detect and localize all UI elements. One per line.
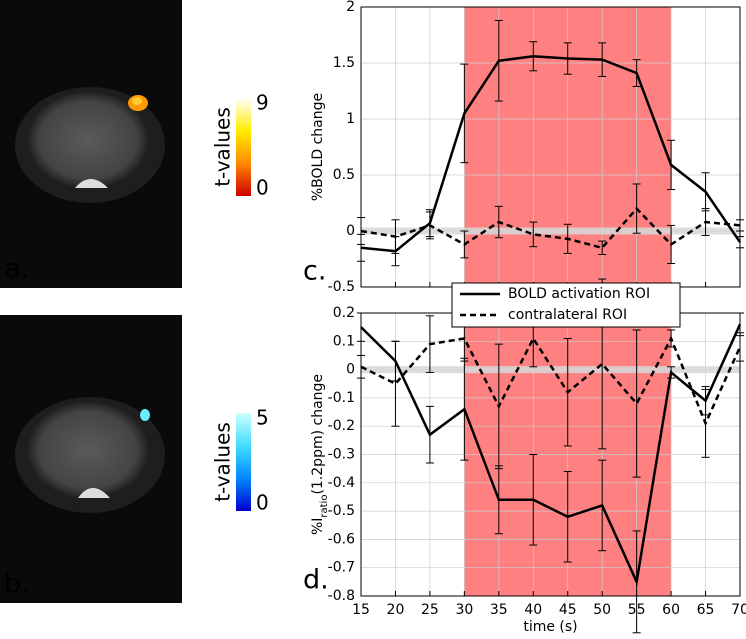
error-bar: [529, 454, 538, 546]
y-axis-label-part: %I: [310, 518, 326, 535]
error-bar: [391, 219, 400, 254]
error-bar: [598, 459, 607, 552]
error-bar: [494, 19, 503, 102]
x-tick-label: 45: [559, 602, 577, 618]
y-tick-label: -0.5: [328, 279, 355, 295]
y-tick-label: -0.7: [328, 560, 355, 576]
y-axis-label: %Iratio(1.2ppm) change: [310, 374, 330, 535]
colorbar: [236, 98, 251, 196]
y-tick-label: 0.2: [333, 305, 355, 321]
error-bar: [494, 205, 503, 239]
error-bar: [632, 59, 641, 88]
error-bar: [460, 230, 469, 259]
panel-label: a.: [4, 254, 29, 285]
colorbar-tick-label: 5: [256, 406, 269, 430]
colorbar-tick-label: 9: [256, 91, 269, 115]
panel-label: c.: [303, 256, 326, 287]
y-axis-label-part: ratio: [319, 495, 330, 518]
error-bar: [357, 217, 365, 245]
x-tick-label: 65: [697, 602, 715, 618]
x-tick-label: 50: [593, 602, 611, 618]
brain-image: [0, 0, 182, 288]
y-axis-label-part: (1.2ppm) change: [310, 374, 326, 495]
error-bar: [357, 354, 365, 379]
colorbar: [236, 413, 251, 511]
error-bar: [494, 343, 503, 470]
y-axis-label-part: %BOLD change: [310, 93, 326, 201]
error-bar: [425, 405, 434, 464]
y-tick-label: -0.5: [328, 503, 355, 519]
y-tick-label: -0.8: [328, 588, 355, 604]
error-bar: [667, 366, 676, 379]
error-bar: [563, 42, 572, 75]
legend-label: BOLD activation ROI: [508, 286, 650, 302]
y-tick-label: 1.5: [333, 55, 355, 71]
y-tick-label: 0.1: [333, 333, 355, 349]
error-bar: [736, 236, 744, 249]
colorbar-label: t-values: [211, 107, 235, 187]
legend-label: contralateral ROI: [508, 307, 627, 323]
error-bar: [598, 42, 607, 77]
error-bar: [460, 63, 469, 164]
error-bar: [529, 41, 538, 72]
series-line: [360, 335, 742, 427]
x-tick-label: 70: [731, 602, 746, 618]
x-tick-label: 30: [455, 602, 473, 618]
x-tick-label: 40: [524, 602, 542, 618]
x-tick-label: 25: [421, 602, 439, 618]
series-line: [360, 323, 742, 587]
error-bar: [529, 221, 538, 248]
y-axis-label: %BOLD change: [310, 93, 326, 201]
y-tick-label: -0.2: [328, 418, 355, 434]
error-bar: [598, 240, 607, 256]
y-tick-label: -0.4: [328, 475, 355, 491]
error-bar: [563, 337, 572, 447]
x-axis-label: time (s): [523, 619, 577, 635]
colorbar-tick-label: 0: [256, 176, 269, 200]
colorbar-label: t-values: [211, 422, 235, 502]
error-bar: [701, 388, 710, 458]
error-bar: [736, 332, 744, 362]
legend-box: [451, 282, 681, 328]
error-bar: [667, 224, 676, 264]
error-bar: [563, 470, 572, 563]
panel-label: d.: [303, 565, 329, 596]
error-bar: [632, 530, 641, 634]
error-bar: [736, 219, 744, 232]
error-bar: [667, 329, 676, 348]
error-bar: [391, 340, 400, 427]
y-tick-label: -0.1: [328, 390, 355, 406]
brain-image: [0, 315, 182, 603]
y-tick-label: -0.3: [328, 447, 355, 463]
error-bar: [701, 208, 710, 236]
error-bar: [425, 315, 434, 373]
panel-label: b.: [4, 569, 30, 600]
error-bar: [667, 139, 676, 191]
y-tick-label: 2: [346, 0, 355, 15]
x-tick-label: 35: [490, 602, 508, 618]
error-bar: [632, 183, 641, 234]
y-tick-label: -0.6: [328, 531, 355, 547]
x-tick-label: 15: [352, 602, 370, 618]
y-tick-label: 0.5: [333, 167, 355, 183]
colorbar-tick-label: 0: [256, 491, 269, 515]
y-tick-label: 1: [346, 111, 355, 127]
error-bar: [563, 223, 572, 254]
error-bar: [357, 312, 365, 342]
y-tick-label: 0: [346, 362, 355, 378]
error-bar: [632, 329, 641, 478]
x-tick-label: 20: [387, 602, 405, 618]
error-bar: [425, 211, 434, 240]
series-line: [360, 206, 741, 250]
y-tick-label: 0: [346, 223, 355, 239]
x-tick-label: 60: [662, 602, 680, 618]
